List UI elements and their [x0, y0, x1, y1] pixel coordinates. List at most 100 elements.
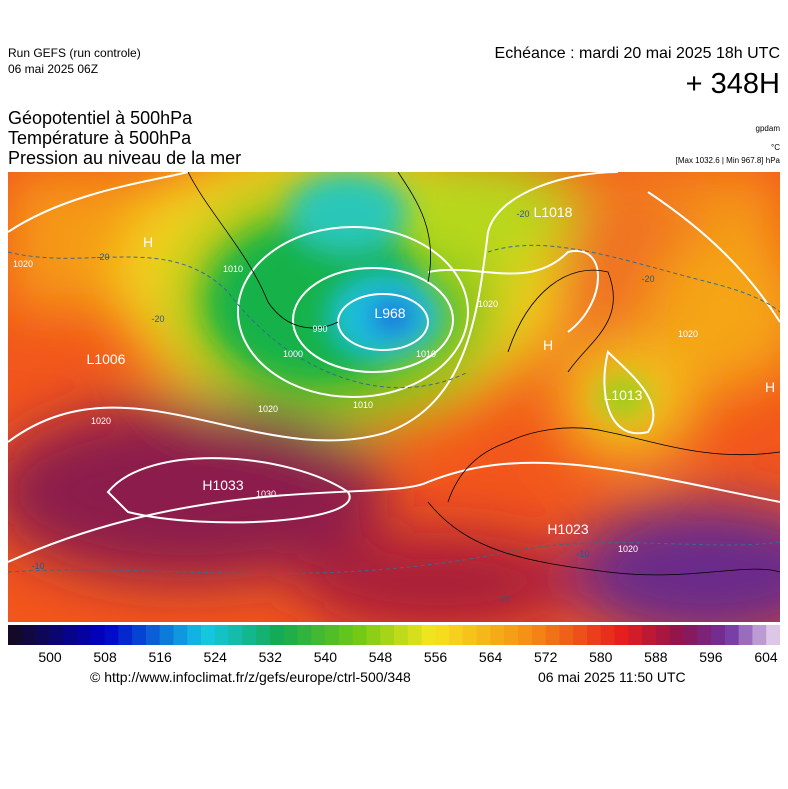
colorbar-swatch — [311, 625, 326, 645]
colorbar-swatch — [8, 625, 23, 645]
unit: °C — [771, 143, 780, 152]
map-label-center: L1006 — [87, 351, 126, 367]
colorbar-swatch — [766, 625, 780, 645]
colorbar-swatch — [614, 625, 629, 645]
colorbar-swatch — [573, 625, 588, 645]
field: Température à 500hPa — [8, 128, 192, 148]
map-label-isobar: 1010 — [223, 264, 243, 274]
colorbar-swatch — [90, 625, 105, 645]
colorbar-swatch — [600, 625, 616, 645]
map-label-center: H — [765, 379, 775, 395]
colorbar-swatch — [435, 625, 450, 645]
colorbar-swatch — [462, 625, 478, 645]
colorbar-swatch — [752, 625, 767, 645]
colorbar-swatch — [132, 625, 147, 645]
map-label-isotherm: -10 — [31, 561, 44, 571]
colorbar-swatch — [407, 625, 423, 645]
colorbar-swatch — [35, 625, 50, 645]
colorbar-swatch — [297, 625, 312, 645]
map-label-center: H — [543, 337, 553, 353]
colorbar-swatch — [490, 625, 505, 645]
map-label-isotherm: -10 — [576, 549, 589, 559]
pressure-range: [Max 1032.6 | Min 967.8] hPa — [675, 156, 780, 165]
colorbar-swatch — [655, 625, 671, 645]
map-label-isobar: 1020 — [91, 416, 111, 426]
colorbar-swatch — [545, 625, 560, 645]
lead-time: + 348H — [685, 68, 780, 100]
colorbar-swatch — [559, 625, 574, 645]
colorbar-swatch — [366, 625, 381, 645]
map: H H1033 L1006 L968 L1018 H L1013 H1023 H 1020 1010… — [8, 172, 780, 622]
colorbar — [8, 625, 780, 645]
colorbar-swatch — [394, 625, 409, 645]
map-label-center: H — [143, 234, 153, 250]
map-label-isobar: 1020 — [258, 404, 278, 414]
colorbar-swatch — [242, 625, 257, 645]
colorbar-swatch — [724, 625, 740, 645]
source: © http://www.infoclimat.fr/z/gefs/europe… — [90, 669, 411, 685]
colorbar-tick-label: 500 — [38, 649, 62, 665]
colorbar-swatch — [338, 625, 354, 645]
map-label-center: L1013 — [604, 387, 643, 403]
colorbar-swatch — [283, 625, 298, 645]
colorbar-swatch — [76, 625, 92, 645]
colorbar-tick-label: 548 — [369, 649, 393, 665]
colorbar-tick-label: 556 — [424, 649, 448, 665]
colorbar-tick-label: 508 — [93, 649, 117, 665]
colorbar-tick-label: 564 — [479, 649, 503, 665]
colorbar-swatch — [63, 625, 78, 645]
timestamp: 06 mai 2025 11:50 UTC — [538, 669, 686, 685]
map-label-isobar: 1020 — [678, 329, 698, 339]
colorbar-tick-label: 540 — [314, 649, 338, 665]
colorbar-swatch — [476, 625, 491, 645]
colorbar-swatch — [711, 625, 726, 645]
colorbar-swatch — [697, 625, 712, 645]
colorbar-swatch — [21, 625, 37, 645]
colorbar-swatch — [531, 625, 547, 645]
map-label-isotherm: -20 — [641, 274, 654, 284]
colorbar-tick-label: 596 — [699, 649, 723, 665]
echeance: Echéance : mardi 20 mai 2025 18h UTC — [494, 45, 780, 62]
colorbar-swatch — [628, 625, 643, 645]
colorbar-swatch — [504, 625, 519, 645]
map-label-isotherm: -20 — [96, 252, 109, 262]
colorbar-swatch — [683, 625, 698, 645]
colorbar-swatch — [173, 625, 188, 645]
colorbar-swatch — [228, 625, 243, 645]
map-label-center: L968 — [374, 305, 405, 321]
colorbar-swatch — [380, 625, 395, 645]
colorbar-tick-label: 532 — [259, 649, 283, 665]
map-label-isobar: 1020 — [478, 299, 498, 309]
colorbar-ticks: 500 508 516 524 532 540 548 556 564 572 580 588 596 6… — [38, 649, 778, 665]
colorbar-swatch — [201, 625, 216, 645]
map-label-isobar: 1020 — [618, 544, 638, 554]
run-date: 06 mai 2025 06Z — [8, 62, 99, 76]
colorbar-swatch — [352, 625, 367, 645]
unit: gpdam — [755, 124, 780, 133]
colorbar-tick-label: 580 — [589, 649, 613, 665]
map-label-isobar: 1010 — [353, 400, 373, 410]
colorbar-swatch — [256, 625, 271, 645]
map-label-center: H1033 — [202, 477, 243, 493]
colorbar-swatch — [421, 625, 436, 645]
colorbar-swatch — [187, 625, 202, 645]
colorbar-swatch — [518, 625, 533, 645]
colorbar-swatch — [642, 625, 657, 645]
map-label-isotherm: -20 — [151, 314, 164, 324]
colorbar-swatch — [449, 625, 464, 645]
map-label-center: L1018 — [534, 204, 573, 220]
colorbar-swatch — [738, 625, 753, 645]
colorbar-swatch — [669, 625, 684, 645]
map-label-isobar: 990 — [312, 324, 327, 334]
map-label-isobar: 1010 — [416, 349, 436, 359]
colorbar-swatch — [104, 625, 119, 645]
map-label-isobar: 1030 — [256, 489, 276, 499]
colorbar-swatch — [118, 625, 133, 645]
colorbar-tick-label: 604 — [754, 649, 778, 665]
map-label-isobar: 1000 — [283, 349, 303, 359]
colorbar-tick-label: 572 — [534, 649, 558, 665]
map-label-isobar: 1020 — [13, 259, 33, 269]
colorbar-swatch — [145, 625, 161, 645]
colorbar-tick-label: 516 — [148, 649, 172, 665]
